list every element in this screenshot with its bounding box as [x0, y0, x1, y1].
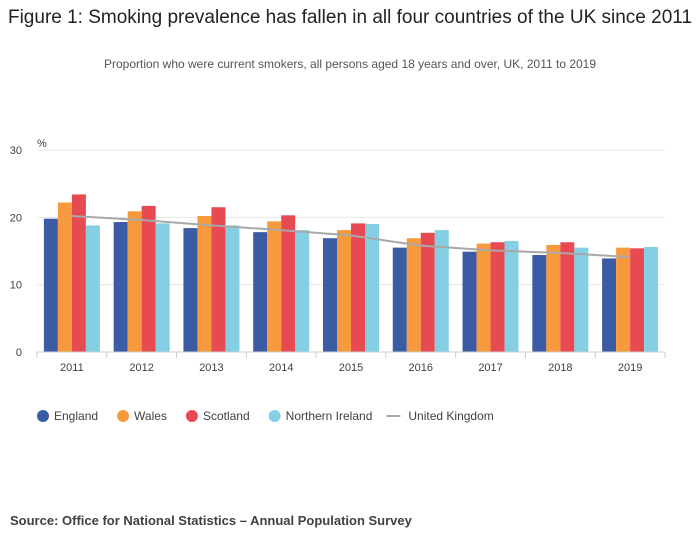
- bar-england: [43, 218, 58, 352]
- y-tick-label: 0: [16, 347, 22, 359]
- legend-label-england: England: [54, 409, 98, 423]
- bar-scotland: [211, 207, 226, 352]
- legend-label-wales: Wales: [134, 409, 167, 423]
- bar-scotland: [490, 242, 505, 352]
- bar-scotland: [560, 242, 575, 352]
- bar-wales: [267, 221, 282, 352]
- source-note: Source: Office for National Statistics –…: [10, 513, 412, 528]
- bar-scotland: [351, 223, 365, 352]
- y-tick-label: 20: [10, 212, 22, 224]
- bar-northern-ireland: [365, 224, 379, 352]
- bar-northern-ireland: [644, 246, 659, 352]
- y-tick-label: 30: [10, 145, 22, 157]
- bar-scotland: [420, 232, 435, 352]
- bar-northern-ireland: [504, 240, 519, 352]
- legend-label-united-kingdom: United Kingdom: [408, 409, 493, 423]
- bar-northern-ireland: [574, 247, 589, 352]
- legend-marker-wales: [117, 410, 130, 422]
- bar-wales: [197, 215, 212, 352]
- bar-northern-ireland: [295, 230, 310, 352]
- x-tick-label: 2015: [339, 362, 363, 374]
- x-tick-label: 2017: [478, 362, 502, 374]
- y-tick-label: 10: [10, 280, 22, 292]
- line-united-kingdom: [71, 214, 631, 259]
- x-tick-label: 2016: [409, 362, 433, 374]
- bar-northern-ireland: [434, 230, 449, 352]
- bar-england: [602, 258, 617, 352]
- legend-label-scotland: Scotland: [203, 409, 250, 423]
- bar-england: [462, 251, 477, 352]
- bar-england: [253, 232, 268, 352]
- bar-england: [113, 222, 128, 352]
- x-tick-label: 2019: [618, 362, 642, 374]
- bar-scotland: [281, 215, 296, 352]
- bar-chart: % 0 10 20 30 2011 2012 2013 2014 2015 2016 2017 201…: [10, 138, 666, 423]
- x-tick-label: 2012: [129, 362, 153, 374]
- legend-marker-england: [37, 410, 49, 422]
- legend-marker-northern-ireland: [268, 410, 281, 422]
- x-tick-label: 2011: [60, 362, 84, 374]
- y-axis-label: %: [37, 138, 47, 150]
- bar-england: [323, 238, 337, 352]
- bar-scotland: [71, 194, 86, 352]
- bar-england: [392, 247, 407, 352]
- bar-wales: [406, 238, 421, 352]
- legend-label-northern-ireland: Northern Ireland: [286, 409, 373, 423]
- chart-subtitle: Proportion who were current smokers, all…: [103, 57, 597, 71]
- bar-wales: [546, 244, 561, 352]
- chart-title: Figure 1: Smoking prevalence has fallen …: [7, 7, 693, 28]
- bar-scotland: [141, 205, 156, 352]
- bar-wales: [476, 243, 491, 352]
- bar-scotland: [630, 248, 645, 352]
- bar-england: [183, 228, 198, 352]
- x-tick-label: 2018: [548, 362, 572, 374]
- bar-northern-ireland: [155, 223, 170, 352]
- bar-northern-ireland: [225, 225, 240, 352]
- bar-wales: [337, 230, 351, 352]
- x-tick-label: 2013: [199, 362, 223, 374]
- bar-northern-ireland: [85, 225, 100, 352]
- bar-england: [532, 255, 547, 352]
- legend-marker-scotland: [185, 410, 198, 422]
- bar-wales: [57, 202, 72, 352]
- bar-wales: [127, 211, 142, 352]
- x-tick-label: 2014: [269, 362, 293, 374]
- bar-wales: [616, 247, 631, 352]
